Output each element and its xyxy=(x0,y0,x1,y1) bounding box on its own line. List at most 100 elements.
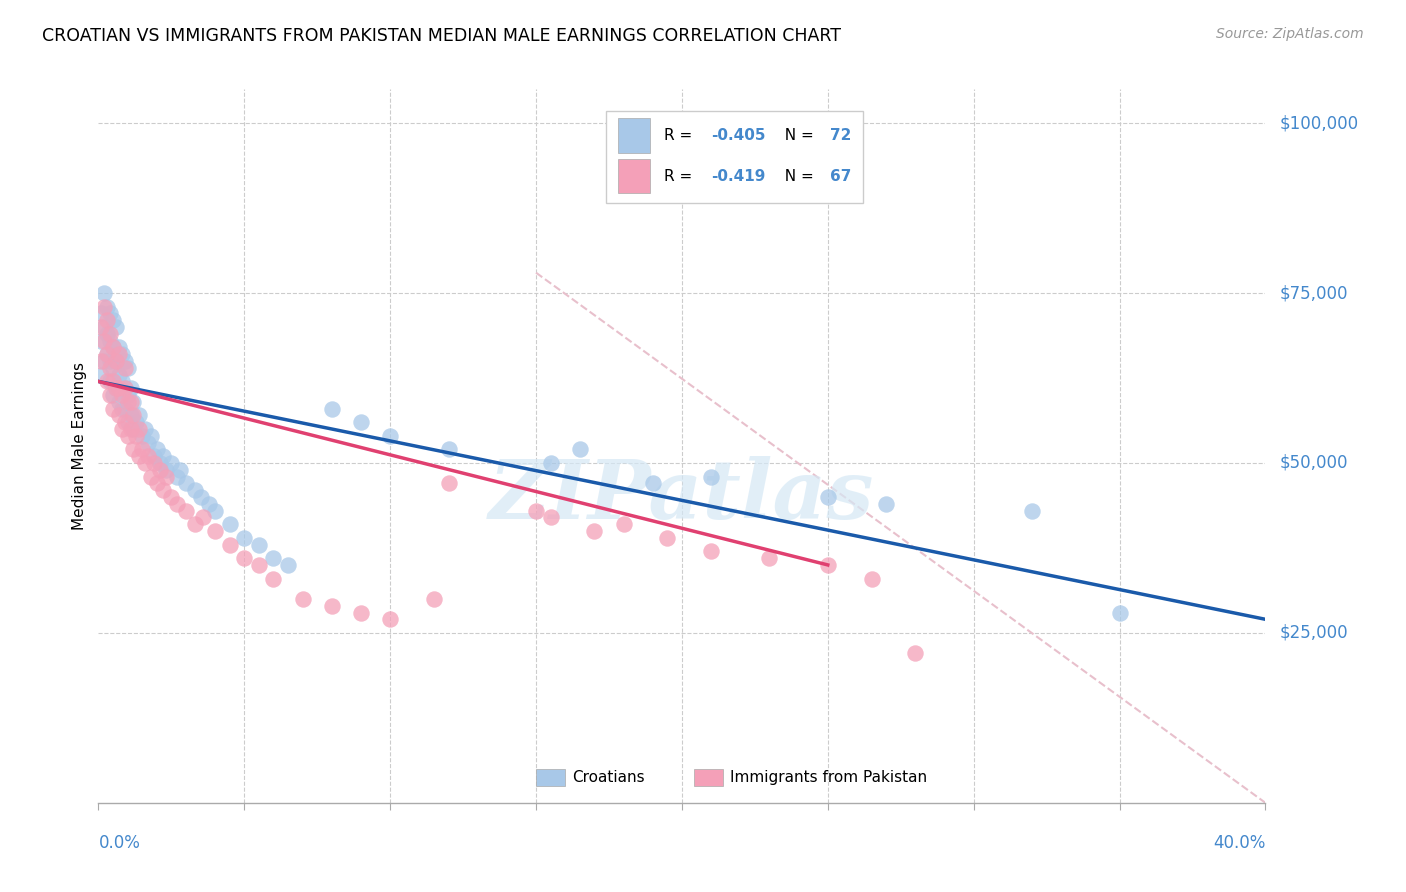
Point xyxy=(262,572,284,586)
Point xyxy=(108,394,131,409)
Point xyxy=(149,456,172,470)
Point xyxy=(1108,606,1130,620)
Point xyxy=(540,510,562,524)
Point xyxy=(122,422,145,436)
Point xyxy=(128,422,150,436)
Text: CROATIAN VS IMMIGRANTS FROM PAKISTAN MEDIAN MALE EARNINGS CORRELATION CHART: CROATIAN VS IMMIGRANTS FROM PAKISTAN MED… xyxy=(42,27,841,45)
Point xyxy=(98,326,121,341)
Point xyxy=(174,503,197,517)
Point xyxy=(378,612,402,626)
Point xyxy=(350,606,373,620)
Point xyxy=(122,409,145,423)
Point xyxy=(204,503,226,517)
Point xyxy=(612,517,634,532)
Point xyxy=(101,341,124,355)
Point xyxy=(93,300,115,314)
Point xyxy=(190,490,212,504)
Point xyxy=(98,306,121,320)
Point xyxy=(350,415,373,429)
Point xyxy=(1021,503,1043,517)
Point xyxy=(104,320,127,334)
Text: 72: 72 xyxy=(830,128,852,143)
Point xyxy=(93,334,115,348)
Point xyxy=(93,354,115,368)
Point xyxy=(104,381,127,395)
Point xyxy=(120,381,142,395)
Point xyxy=(875,497,897,511)
Point xyxy=(117,394,139,409)
Text: 0.0%: 0.0% xyxy=(98,834,141,852)
Point xyxy=(218,537,240,551)
Text: Immigrants from Pakistan: Immigrants from Pakistan xyxy=(730,771,927,785)
Point xyxy=(104,381,127,395)
Point xyxy=(291,591,314,606)
Point xyxy=(101,360,124,375)
Point xyxy=(160,456,183,470)
Point xyxy=(125,429,148,443)
Point xyxy=(321,401,343,416)
Point xyxy=(146,476,169,491)
Point xyxy=(437,442,460,457)
Point xyxy=(101,375,124,389)
Point xyxy=(247,558,270,572)
Point xyxy=(758,551,780,566)
Point xyxy=(152,483,174,498)
Point xyxy=(131,442,153,457)
Point xyxy=(904,646,927,660)
Point xyxy=(114,401,136,416)
Point xyxy=(114,381,136,395)
Point xyxy=(134,422,156,436)
Point xyxy=(108,341,131,355)
Point xyxy=(114,354,136,368)
Point xyxy=(169,463,191,477)
Point xyxy=(117,415,139,429)
Point xyxy=(193,510,215,524)
Point xyxy=(101,341,124,355)
Point xyxy=(108,409,131,423)
Point xyxy=(131,429,153,443)
Text: R =: R = xyxy=(665,128,697,143)
Point xyxy=(134,456,156,470)
Point xyxy=(146,442,169,457)
Text: Croatians: Croatians xyxy=(572,771,645,785)
Point xyxy=(111,347,134,361)
Point xyxy=(122,442,145,457)
Point xyxy=(90,354,112,368)
Point xyxy=(136,449,159,463)
Point xyxy=(125,415,148,429)
Point xyxy=(93,286,115,301)
Bar xyxy=(606,111,863,203)
Point xyxy=(198,497,221,511)
Point xyxy=(136,435,159,450)
Point xyxy=(657,531,679,545)
Text: N =: N = xyxy=(775,128,818,143)
Point xyxy=(128,409,150,423)
Point xyxy=(166,497,188,511)
Point xyxy=(174,476,197,491)
Bar xyxy=(693,769,723,787)
Point xyxy=(142,456,165,470)
Point xyxy=(568,442,591,457)
Text: $75,000: $75,000 xyxy=(1279,284,1348,302)
Point xyxy=(120,422,142,436)
Point xyxy=(90,368,112,382)
Point xyxy=(120,409,142,423)
Point xyxy=(139,469,162,483)
Bar xyxy=(617,159,651,194)
Point xyxy=(233,531,256,545)
Point xyxy=(152,449,174,463)
Point xyxy=(111,422,134,436)
Point xyxy=(321,599,343,613)
Point xyxy=(120,394,142,409)
Point xyxy=(128,449,150,463)
Point xyxy=(104,354,127,368)
Point xyxy=(166,469,188,483)
Point xyxy=(149,463,172,477)
Point xyxy=(114,360,136,375)
Text: N =: N = xyxy=(775,169,818,184)
Point xyxy=(247,537,270,551)
Point xyxy=(524,503,547,517)
Point xyxy=(160,490,183,504)
Point xyxy=(98,360,121,375)
Point xyxy=(96,326,118,341)
